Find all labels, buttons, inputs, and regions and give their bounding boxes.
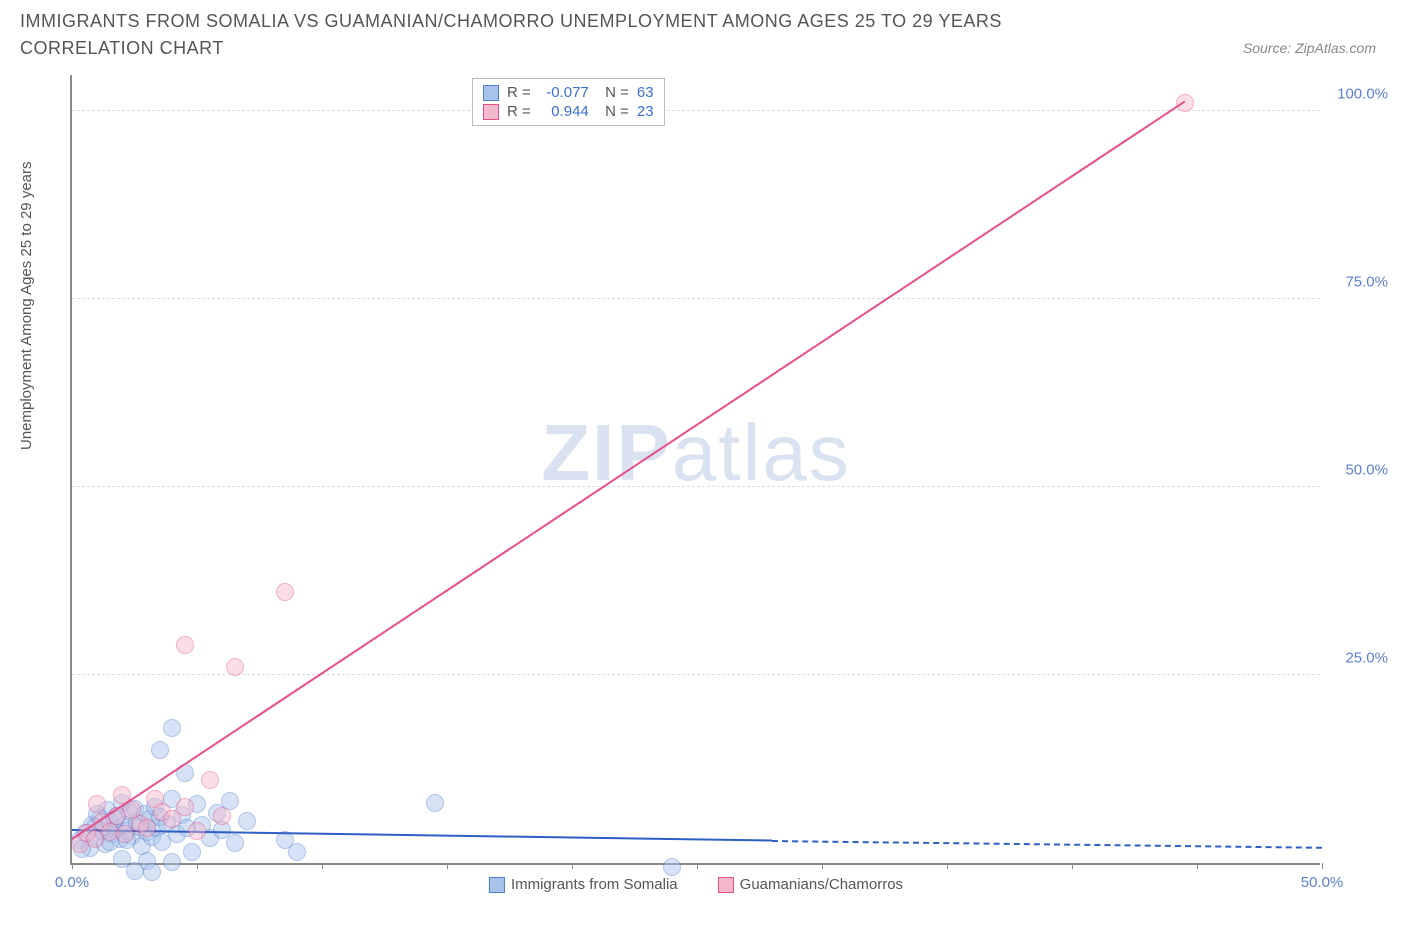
data-point (188, 822, 206, 840)
x-tick (72, 863, 73, 869)
source-attribution: Source: ZipAtlas.com (1243, 40, 1376, 56)
x-tick (822, 863, 823, 869)
r-value: 0.944 (539, 103, 589, 120)
data-point (276, 583, 294, 601)
data-point (88, 795, 106, 813)
y-axis-label: Unemployment Among Ages 25 to 29 years (18, 161, 35, 450)
x-tick (1322, 863, 1323, 869)
data-point (138, 819, 156, 837)
y-tick-label: 75.0% (1345, 273, 1388, 290)
legend-swatch (718, 877, 734, 893)
gridline (72, 110, 1320, 111)
data-point (163, 719, 181, 737)
stats-row: R = 0.944 N = 23 (483, 102, 654, 121)
stats-legend-box: R = -0.077 N = 63 R = 0.944 N = 23 (472, 78, 665, 126)
legend-label: Guamanians/Chamorros (740, 876, 903, 893)
series-swatch (483, 85, 499, 101)
data-point (176, 636, 194, 654)
n-label: N = (597, 84, 629, 101)
data-point (238, 812, 256, 830)
n-value: 23 (637, 103, 654, 120)
stats-row: R = -0.077 N = 63 (483, 83, 654, 102)
r-label: R = (507, 84, 531, 101)
data-point (183, 843, 201, 861)
data-point (143, 863, 161, 881)
r-label: R = (507, 103, 531, 120)
x-tick (1197, 863, 1198, 869)
n-label: N = (597, 103, 629, 120)
trend-line (772, 840, 1322, 849)
y-tick-label: 100.0% (1337, 85, 1388, 102)
chart-title: IMMIGRANTS FROM SOMALIA VS GUAMANIAN/CHA… (20, 8, 1120, 62)
series-swatch (483, 104, 499, 120)
n-value: 63 (637, 84, 654, 101)
data-point (288, 843, 306, 861)
legend-label: Immigrants from Somalia (511, 876, 678, 893)
gridline (72, 486, 1320, 487)
data-point (126, 862, 144, 880)
r-value: -0.077 (539, 84, 589, 101)
legend-item: Guamanians/Chamorros (718, 876, 903, 893)
x-tick (322, 863, 323, 869)
data-point (663, 858, 681, 876)
x-tick (1072, 863, 1073, 869)
data-point (226, 834, 244, 852)
legend-swatch (489, 877, 505, 893)
x-tick (197, 863, 198, 869)
x-tick-label: 50.0% (1301, 874, 1344, 891)
x-tick (447, 863, 448, 869)
y-tick-label: 50.0% (1345, 461, 1388, 478)
data-point (163, 853, 181, 871)
gridline (72, 674, 1320, 675)
trend-line (71, 101, 1185, 840)
x-tick (572, 863, 573, 869)
x-tick (697, 863, 698, 869)
data-point (426, 794, 444, 812)
data-point (151, 741, 169, 759)
x-tick (947, 863, 948, 869)
data-point (226, 658, 244, 676)
series-legend: Immigrants from Somalia Guamanians/Chamor… (489, 876, 903, 893)
data-point (201, 771, 219, 789)
plot-area: ZIPatlas R =-0.077 N =63R =0.944 N =23 I… (70, 75, 1320, 865)
y-tick-label: 25.0% (1345, 649, 1388, 666)
x-tick-label: 0.0% (55, 874, 89, 891)
data-point (176, 798, 194, 816)
gridline (72, 298, 1320, 299)
legend-item: Immigrants from Somalia (489, 876, 678, 893)
data-point (213, 807, 231, 825)
